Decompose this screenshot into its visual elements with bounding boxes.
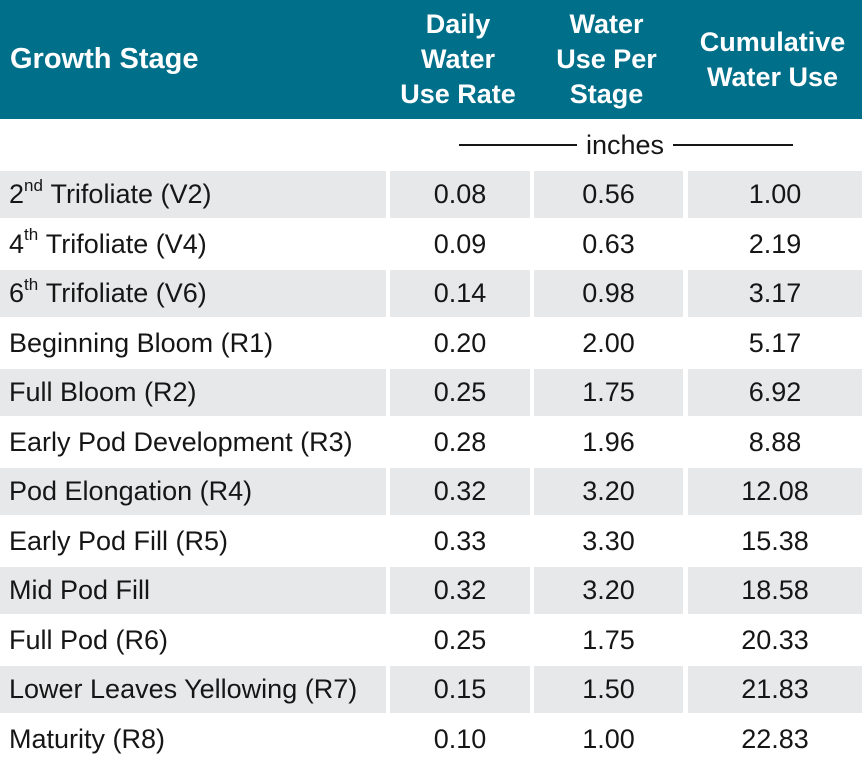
col-header-cumulative-water-use: Cumulative Water Use xyxy=(699,26,846,92)
daily-water-use-cell: 0.14 xyxy=(386,270,530,317)
daily-water-use-cell: 0.33 xyxy=(386,517,530,565)
table-row: Full Bloom (R2) 0.25 1.75 6.92 xyxy=(0,369,862,416)
water-use-per-stage-cell: 3.30 xyxy=(530,517,683,565)
table-row: Full Pod (R6) 0.25 1.75 20.33 xyxy=(0,616,862,664)
cumulative-water-use-cell: 21.83 xyxy=(683,666,862,713)
growth-stage-cell: Lower Leaves Yellowing (R7) xyxy=(0,666,386,713)
daily-water-use-cell: 0.15 xyxy=(386,666,530,713)
table-row: Pod Elongation (R4) 0.32 3.20 12.08 xyxy=(0,468,862,515)
table-row: Lower Leaves Yellowing (R7) 0.15 1.50 21.83 xyxy=(0,666,862,713)
water-use-per-stage-cell: 1.75 xyxy=(530,369,683,416)
water-use-per-stage-cell: 2.00 xyxy=(530,319,683,367)
growth-stage-cell: Maturity (R8) xyxy=(9,723,166,754)
units-group: inches xyxy=(390,130,862,161)
cumulative-water-use-cell: 6.92 xyxy=(683,369,862,416)
growth-stage-cell: Full Bloom (R2) xyxy=(0,369,386,416)
growth-stage-cell: Full Pod (R6) xyxy=(9,624,169,655)
cumulative-water-use-cell: 22.83 xyxy=(683,715,862,763)
daily-water-use-cell: 0.10 xyxy=(386,715,530,763)
cumulative-water-use-cell: 5.17 xyxy=(683,319,862,367)
water-use-per-stage-cell: 1.75 xyxy=(530,616,683,664)
daily-water-use-cell: 0.32 xyxy=(386,468,530,515)
cumulative-water-use-cell: 15.38 xyxy=(683,517,862,565)
growth-stage-cell: Mid Pod Fill xyxy=(0,567,386,614)
table-header-row: Growth Stage Daily Water Use Rate Water … xyxy=(0,0,862,119)
cumulative-water-use-cell: 12.08 xyxy=(683,468,862,515)
water-use-per-stage-cell: 3.20 xyxy=(530,468,683,515)
table-row: Early Pod Development (R3) 0.28 1.96 8.88 xyxy=(0,418,862,466)
growth-stage-cell: Pod Elongation (R4) xyxy=(0,468,386,515)
daily-water-use-cell: 0.32 xyxy=(386,567,530,614)
table-row: Beginning Bloom (R1) 0.20 2.00 5.17 xyxy=(0,319,862,367)
cumulative-water-use-cell: 2.19 xyxy=(683,220,862,268)
cumulative-water-use-cell: 18.58 xyxy=(683,567,862,614)
water-use-per-stage-cell: 1.00 xyxy=(530,715,683,763)
daily-water-use-cell: 0.25 xyxy=(386,369,530,416)
water-use-per-stage-cell: 0.98 xyxy=(530,270,683,317)
cumulative-water-use-cell: 20.33 xyxy=(683,616,862,664)
daily-water-use-cell: 0.08 xyxy=(386,171,530,218)
daily-water-use-cell: 0.28 xyxy=(386,418,530,466)
cumulative-water-use-cell: 3.17 xyxy=(683,270,862,317)
table-row: Early Pod Fill (R5) 0.33 3.30 15.38 xyxy=(0,517,862,565)
units-rule-right xyxy=(673,144,794,146)
growth-stage-cell: Beginning Bloom (R1) xyxy=(9,327,274,358)
col-header-growth-stage: Growth Stage xyxy=(10,43,199,75)
daily-water-use-cell: 0.25 xyxy=(386,616,530,664)
units-label: inches xyxy=(585,129,665,160)
cumulative-water-use-cell: 1.00 xyxy=(683,171,862,218)
units-rule-left xyxy=(458,144,577,146)
table-row: Mid Pod Fill 0.32 3.20 18.58 xyxy=(0,567,862,614)
water-use-per-stage-cell: 1.96 xyxy=(530,418,683,466)
water-use-per-stage-cell: 3.20 xyxy=(530,567,683,614)
daily-water-use-cell: 0.09 xyxy=(386,220,530,268)
units-row: inches xyxy=(0,119,862,171)
col-header-water-use-per-stage: Water Use Per Stage xyxy=(556,9,657,109)
water-use-per-stage-cell: 0.63 xyxy=(530,220,683,268)
daily-water-use-cell: 0.20 xyxy=(386,319,530,367)
growth-stage-cell: Early Pod Fill (R5) xyxy=(9,525,229,556)
water-use-per-stage-cell: 1.50 xyxy=(530,666,683,713)
water-use-per-stage-cell: 0.56 xyxy=(530,171,683,218)
growth-stage-cell: Early Pod Development (R3) xyxy=(9,426,353,457)
col-header-daily-water-use-rate: Daily Water Use Rate xyxy=(400,9,516,109)
table-row: Maturity (R8) 0.10 1.00 22.83 xyxy=(0,715,862,763)
cumulative-water-use-cell: 8.88 xyxy=(683,418,862,466)
